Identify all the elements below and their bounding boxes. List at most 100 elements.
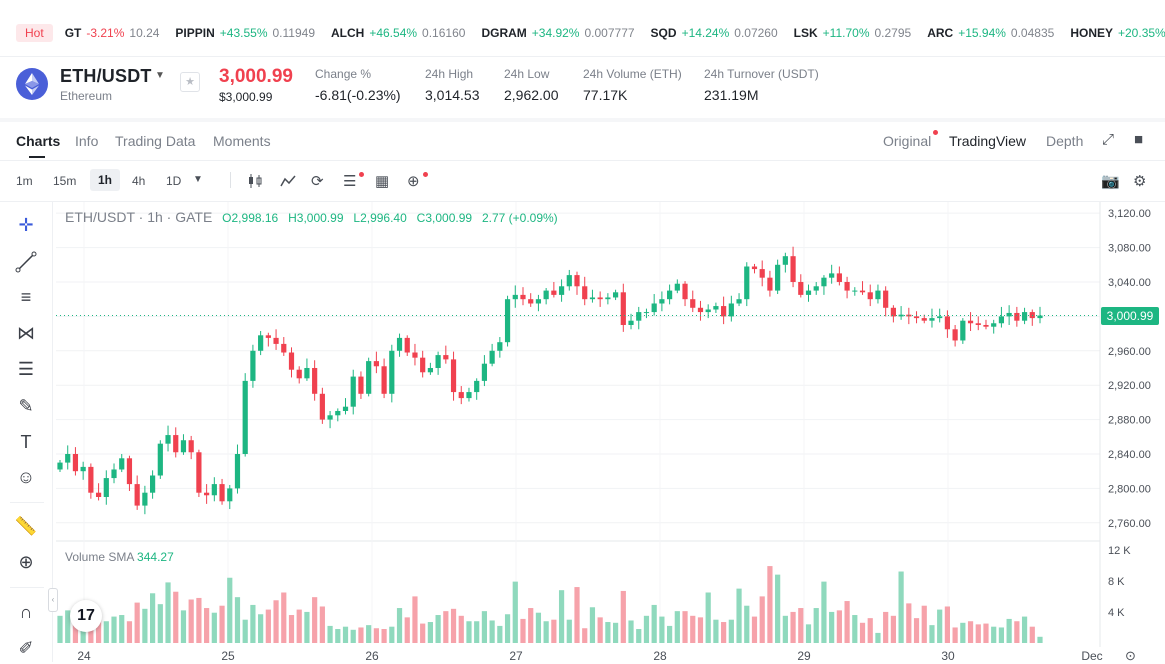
candle-type-icon[interactable] — [246, 172, 264, 194]
collapse-panel-icon[interactable]: ‹ — [48, 588, 58, 612]
legend-change: 2.77 (+0.09%) — [481, 211, 558, 225]
add-indicator-icon[interactable]: ⊕ — [407, 173, 420, 190]
volume-bar — [304, 611, 310, 643]
candle-body — [852, 290, 858, 292]
candle-body — [543, 290, 549, 300]
candle-body — [620, 292, 626, 325]
volume-bar — [890, 615, 896, 643]
volume-bar — [204, 608, 210, 643]
candle-body — [558, 286, 565, 295]
candle-body — [489, 350, 495, 364]
ticker-item-lsk[interactable]: LSK +11.70% 0.2795 — [794, 26, 912, 40]
time-settings-icon[interactable]: ⊙ — [1125, 648, 1136, 663]
view-tab-depth[interactable]: Depth — [1046, 133, 1084, 149]
tradingview-logo-icon: 17 — [70, 600, 102, 632]
templates-notification-dot — [359, 172, 364, 177]
ticker-item-sqd[interactable]: SQD +14.24% 0.07260 — [651, 26, 778, 40]
timeframe-1d[interactable]: 1D — [166, 174, 182, 188]
volume-bar — [728, 619, 734, 643]
crosshair-icon[interactable]: ✛ — [18, 215, 34, 235]
pair-dropdown-caret-icon[interactable]: ▼ — [155, 70, 165, 81]
ticker-symbol: ALCH — [331, 26, 365, 40]
indicators-icon[interactable] — [279, 172, 297, 194]
pattern-tool-icon[interactable]: ⋈ — [17, 323, 35, 343]
magnet-icon[interactable]: ∩ — [19, 602, 33, 622]
candle-body — [589, 297, 596, 300]
tab-charts[interactable]: Charts — [16, 133, 61, 149]
tab-moments[interactable]: Moments — [213, 133, 271, 149]
candle-body — [829, 273, 835, 278]
volume-bar — [906, 603, 912, 643]
volume-axis-label: 12 K — [1108, 545, 1131, 557]
horizontal-lines-icon[interactable]: ≡ — [20, 287, 32, 307]
ticker-change: +15.94% — [958, 26, 1006, 40]
emoji-icon[interactable]: ☺ — [16, 467, 36, 487]
brush-icon[interactable]: ✎ — [18, 396, 34, 416]
candle-body — [458, 392, 464, 399]
ticker-item-pippin[interactable]: PIPPIN +43.55% 0.11949 — [175, 26, 315, 40]
tab-trading-data[interactable]: Trading Data — [115, 133, 196, 149]
stat-high: 24h High 3,014.53 — [425, 67, 480, 103]
ticker-item-gt[interactable]: GT -3.21% 10.24 — [65, 26, 160, 40]
screenshot-camera-icon[interactable]: 📷 — [1101, 173, 1120, 190]
ticker-change: +20.35% — [1118, 26, 1165, 40]
volume-bar — [674, 611, 680, 643]
layout-grid-icon[interactable]: ▦ — [375, 173, 390, 190]
volume-bar — [1021, 616, 1028, 643]
replay-icon[interactable]: ⟳ — [311, 173, 324, 190]
legend-title: ETH/USDT · 1h · GATE — [65, 209, 213, 225]
volume-bar — [366, 625, 372, 643]
hot-badge[interactable]: Hot — [16, 24, 53, 42]
candle-body — [528, 299, 534, 304]
fib-retracement-icon[interactable]: ☰ — [17, 359, 35, 379]
candle-body — [273, 337, 279, 344]
favorite-star-icon[interactable]: ★ — [180, 72, 200, 92]
volume-bar — [420, 623, 426, 643]
tools-divider-2 — [10, 587, 44, 588]
trend-line-icon[interactable] — [14, 250, 38, 274]
volume-legend: Volume SMA 344.27 — [65, 550, 174, 564]
volume-bar — [682, 611, 688, 643]
price-axis-label: 3,080.00 — [1108, 243, 1151, 255]
volume-bar — [273, 600, 279, 643]
candle-body — [991, 323, 997, 327]
view-tab-tradingview[interactable]: TradingView — [949, 133, 1027, 149]
stat-low: 24h Low 2,962.00 — [504, 67, 559, 103]
text-tool-icon[interactable]: T — [20, 432, 32, 452]
ticker-item-alch[interactable]: ALCH +46.54% 0.16160 — [331, 26, 465, 40]
tab-info[interactable]: Info — [75, 133, 99, 149]
lock-drawing-icon[interactable]: ✐ — [18, 638, 34, 658]
candle-body — [682, 283, 688, 300]
chart-tabs-bar — [0, 122, 1165, 161]
candle-body — [913, 316, 920, 319]
layout-toggle-icon[interactable]: ■ — [1134, 131, 1144, 148]
ticker-item-honey[interactable]: HONEY+20.35%0.011 — [1070, 26, 1165, 40]
candle-body — [219, 484, 225, 502]
timeframe-1h[interactable]: 1h — [90, 169, 121, 191]
candle-body — [643, 312, 650, 314]
timeframe-4h[interactable]: 4h — [132, 174, 146, 188]
volume-bar — [497, 625, 503, 643]
volume-bar — [967, 621, 974, 643]
candle-body — [890, 307, 896, 317]
ticker-item-dgram[interactable]: DGRAM +34.92% 0.007777 — [481, 26, 634, 40]
zoom-in-icon[interactable]: ⊕ — [18, 552, 34, 572]
timeframe-15m[interactable]: 15m — [53, 174, 77, 188]
timeframe-1m[interactable]: 1m — [16, 174, 33, 188]
timeframe-dropdown-icon[interactable]: ▼ — [193, 174, 203, 185]
settings-gear-icon[interactable]: ⚙ — [1133, 173, 1147, 190]
volume-bar — [65, 610, 71, 643]
stat-change: Change % -6.81(-0.23%) — [315, 67, 401, 103]
volume-bar — [296, 609, 302, 643]
add-notification-dot — [423, 172, 428, 177]
pair-title[interactable]: ETH/USDT — [60, 66, 152, 86]
fullscreen-icon[interactable]: ⤢ — [1102, 131, 1115, 148]
view-tab-original[interactable]: Original — [883, 133, 932, 149]
ticker-item-arc[interactable]: ARC +15.94% 0.04835 — [927, 26, 1054, 40]
ruler-icon[interactable]: 📏 — [14, 516, 38, 536]
templates-icon[interactable]: ☰ — [343, 173, 357, 190]
volume-bar — [119, 615, 125, 643]
volume-bar — [883, 611, 889, 643]
price-axis-label: 2,960.00 — [1108, 346, 1151, 358]
